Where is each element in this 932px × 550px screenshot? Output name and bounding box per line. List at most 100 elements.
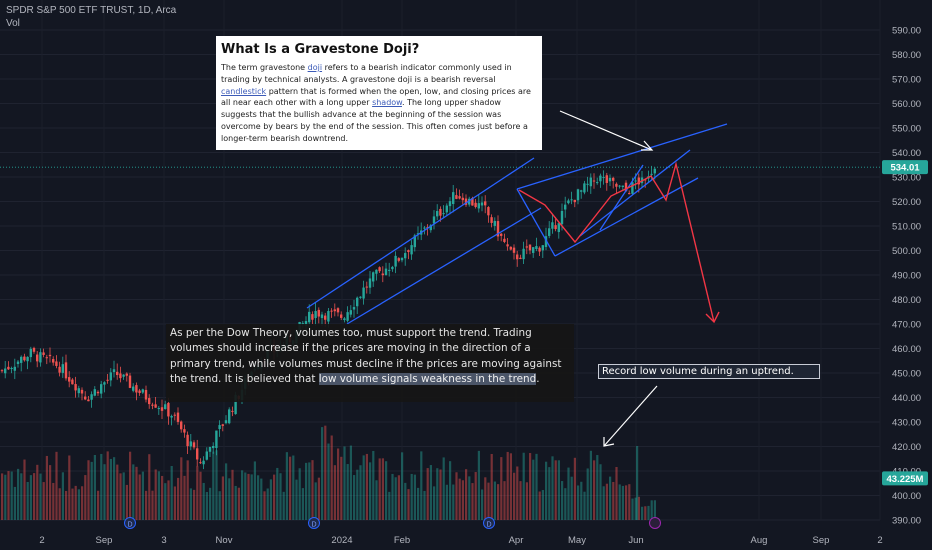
volume-bar bbox=[289, 456, 292, 520]
volume-bar bbox=[525, 482, 528, 520]
volume-bar bbox=[538, 491, 541, 520]
candle-body bbox=[324, 315, 327, 320]
candle-body bbox=[234, 394, 237, 415]
price-tick-label: 470.00 bbox=[892, 320, 921, 331]
volume-bar bbox=[385, 461, 388, 520]
volume-bar bbox=[602, 486, 605, 520]
candle-body bbox=[87, 399, 90, 402]
volume-bar bbox=[378, 458, 381, 520]
candle-body bbox=[336, 308, 340, 313]
candle-body bbox=[29, 348, 32, 358]
candle-body bbox=[599, 175, 602, 182]
volume-bar bbox=[436, 468, 439, 520]
volume-bar bbox=[324, 425, 327, 520]
candle-body bbox=[13, 366, 16, 371]
candle-body bbox=[621, 185, 624, 187]
candle-body bbox=[589, 177, 592, 187]
volume-bar bbox=[263, 491, 266, 520]
volume-bar bbox=[618, 484, 621, 520]
dividend-marker bbox=[483, 517, 495, 529]
candle-body bbox=[535, 246, 538, 250]
doji-link[interactable]: doji bbox=[307, 63, 323, 72]
volume-bar bbox=[125, 484, 128, 520]
candle-body bbox=[183, 429, 186, 433]
split-marker bbox=[649, 517, 661, 529]
volume-bar bbox=[177, 477, 180, 520]
volume-bar bbox=[103, 464, 106, 520]
candle-body bbox=[487, 207, 490, 216]
candle-body bbox=[605, 175, 608, 183]
volume-bar bbox=[333, 465, 336, 520]
candle-body bbox=[461, 197, 464, 201]
volume-bar bbox=[631, 498, 634, 520]
volume-pointer-arrowhead bbox=[603, 437, 615, 447]
candle-body bbox=[583, 183, 586, 193]
info-text-1: The term gravestone bbox=[221, 63, 308, 72]
price-tick-label: 540.00 bbox=[892, 148, 921, 159]
volume-bar bbox=[570, 476, 573, 520]
volume-bar bbox=[509, 453, 512, 520]
candle-body bbox=[388, 269, 391, 271]
volume-bar bbox=[330, 435, 333, 520]
volume-bar bbox=[71, 488, 74, 520]
candle-body bbox=[509, 246, 512, 250]
volume-bar bbox=[586, 468, 589, 520]
candle-body bbox=[141, 389, 144, 393]
candle-body bbox=[4, 368, 7, 374]
time-tick-label: Aug bbox=[751, 535, 768, 546]
projection-arrowhead bbox=[705, 311, 720, 324]
volume-bar bbox=[250, 474, 253, 520]
candle-body bbox=[103, 382, 106, 385]
volume-bar bbox=[129, 451, 132, 520]
volume-bar bbox=[61, 472, 64, 520]
candlesticks bbox=[0, 165, 656, 470]
volume-bar bbox=[359, 465, 362, 520]
volume-pointer-arrow bbox=[603, 385, 658, 447]
candle-body bbox=[125, 373, 128, 376]
volume-bar bbox=[596, 455, 599, 520]
candle-body bbox=[228, 409, 231, 424]
candle-body bbox=[506, 244, 509, 247]
volume-bar bbox=[474, 472, 477, 520]
candle-body bbox=[452, 192, 455, 205]
candle-body bbox=[560, 210, 564, 225]
candle-body bbox=[327, 311, 330, 322]
candle-body bbox=[359, 296, 362, 298]
record-low-volume-note: Record low volume during an uptrend. bbox=[598, 364, 820, 379]
volume-bar bbox=[276, 467, 279, 520]
dow-note-text: As per the Dow Theory, volumes too, must… bbox=[170, 327, 562, 386]
candle-body bbox=[490, 217, 493, 223]
volume-bar bbox=[628, 484, 631, 520]
volume-bar bbox=[605, 483, 608, 520]
volume-bar bbox=[612, 481, 615, 520]
dividend-marker-label: D bbox=[311, 522, 316, 529]
volume-bar bbox=[401, 452, 404, 520]
dow-theory-note: As per the Dow Theory, volumes too, must… bbox=[166, 324, 574, 402]
volume-bar bbox=[349, 445, 352, 520]
candle-body bbox=[548, 228, 551, 236]
candle-body bbox=[352, 307, 356, 310]
price-tick-label: 450.00 bbox=[892, 369, 921, 380]
shadow-link[interactable]: shadow bbox=[372, 98, 402, 108]
volume-bar bbox=[397, 475, 400, 520]
trend-line bbox=[306, 157, 535, 309]
candle-body bbox=[439, 208, 442, 216]
volume-bar bbox=[317, 477, 320, 520]
candle-body bbox=[148, 398, 151, 405]
volume-bar bbox=[477, 450, 480, 520]
candlestick-link[interactable]: candlestick bbox=[221, 86, 267, 96]
candle-body bbox=[634, 180, 637, 182]
trend-line bbox=[554, 177, 699, 257]
candle-body bbox=[516, 254, 519, 260]
volume-bar bbox=[199, 471, 202, 520]
volume-bar bbox=[36, 464, 39, 520]
volume-bar bbox=[135, 466, 138, 520]
volume-bar bbox=[244, 472, 247, 520]
candle-body bbox=[391, 266, 394, 270]
candle-body bbox=[55, 361, 58, 366]
volume-bar bbox=[417, 487, 420, 520]
candle-body bbox=[196, 448, 199, 460]
candle-body bbox=[320, 314, 324, 319]
candle-body bbox=[208, 446, 212, 452]
